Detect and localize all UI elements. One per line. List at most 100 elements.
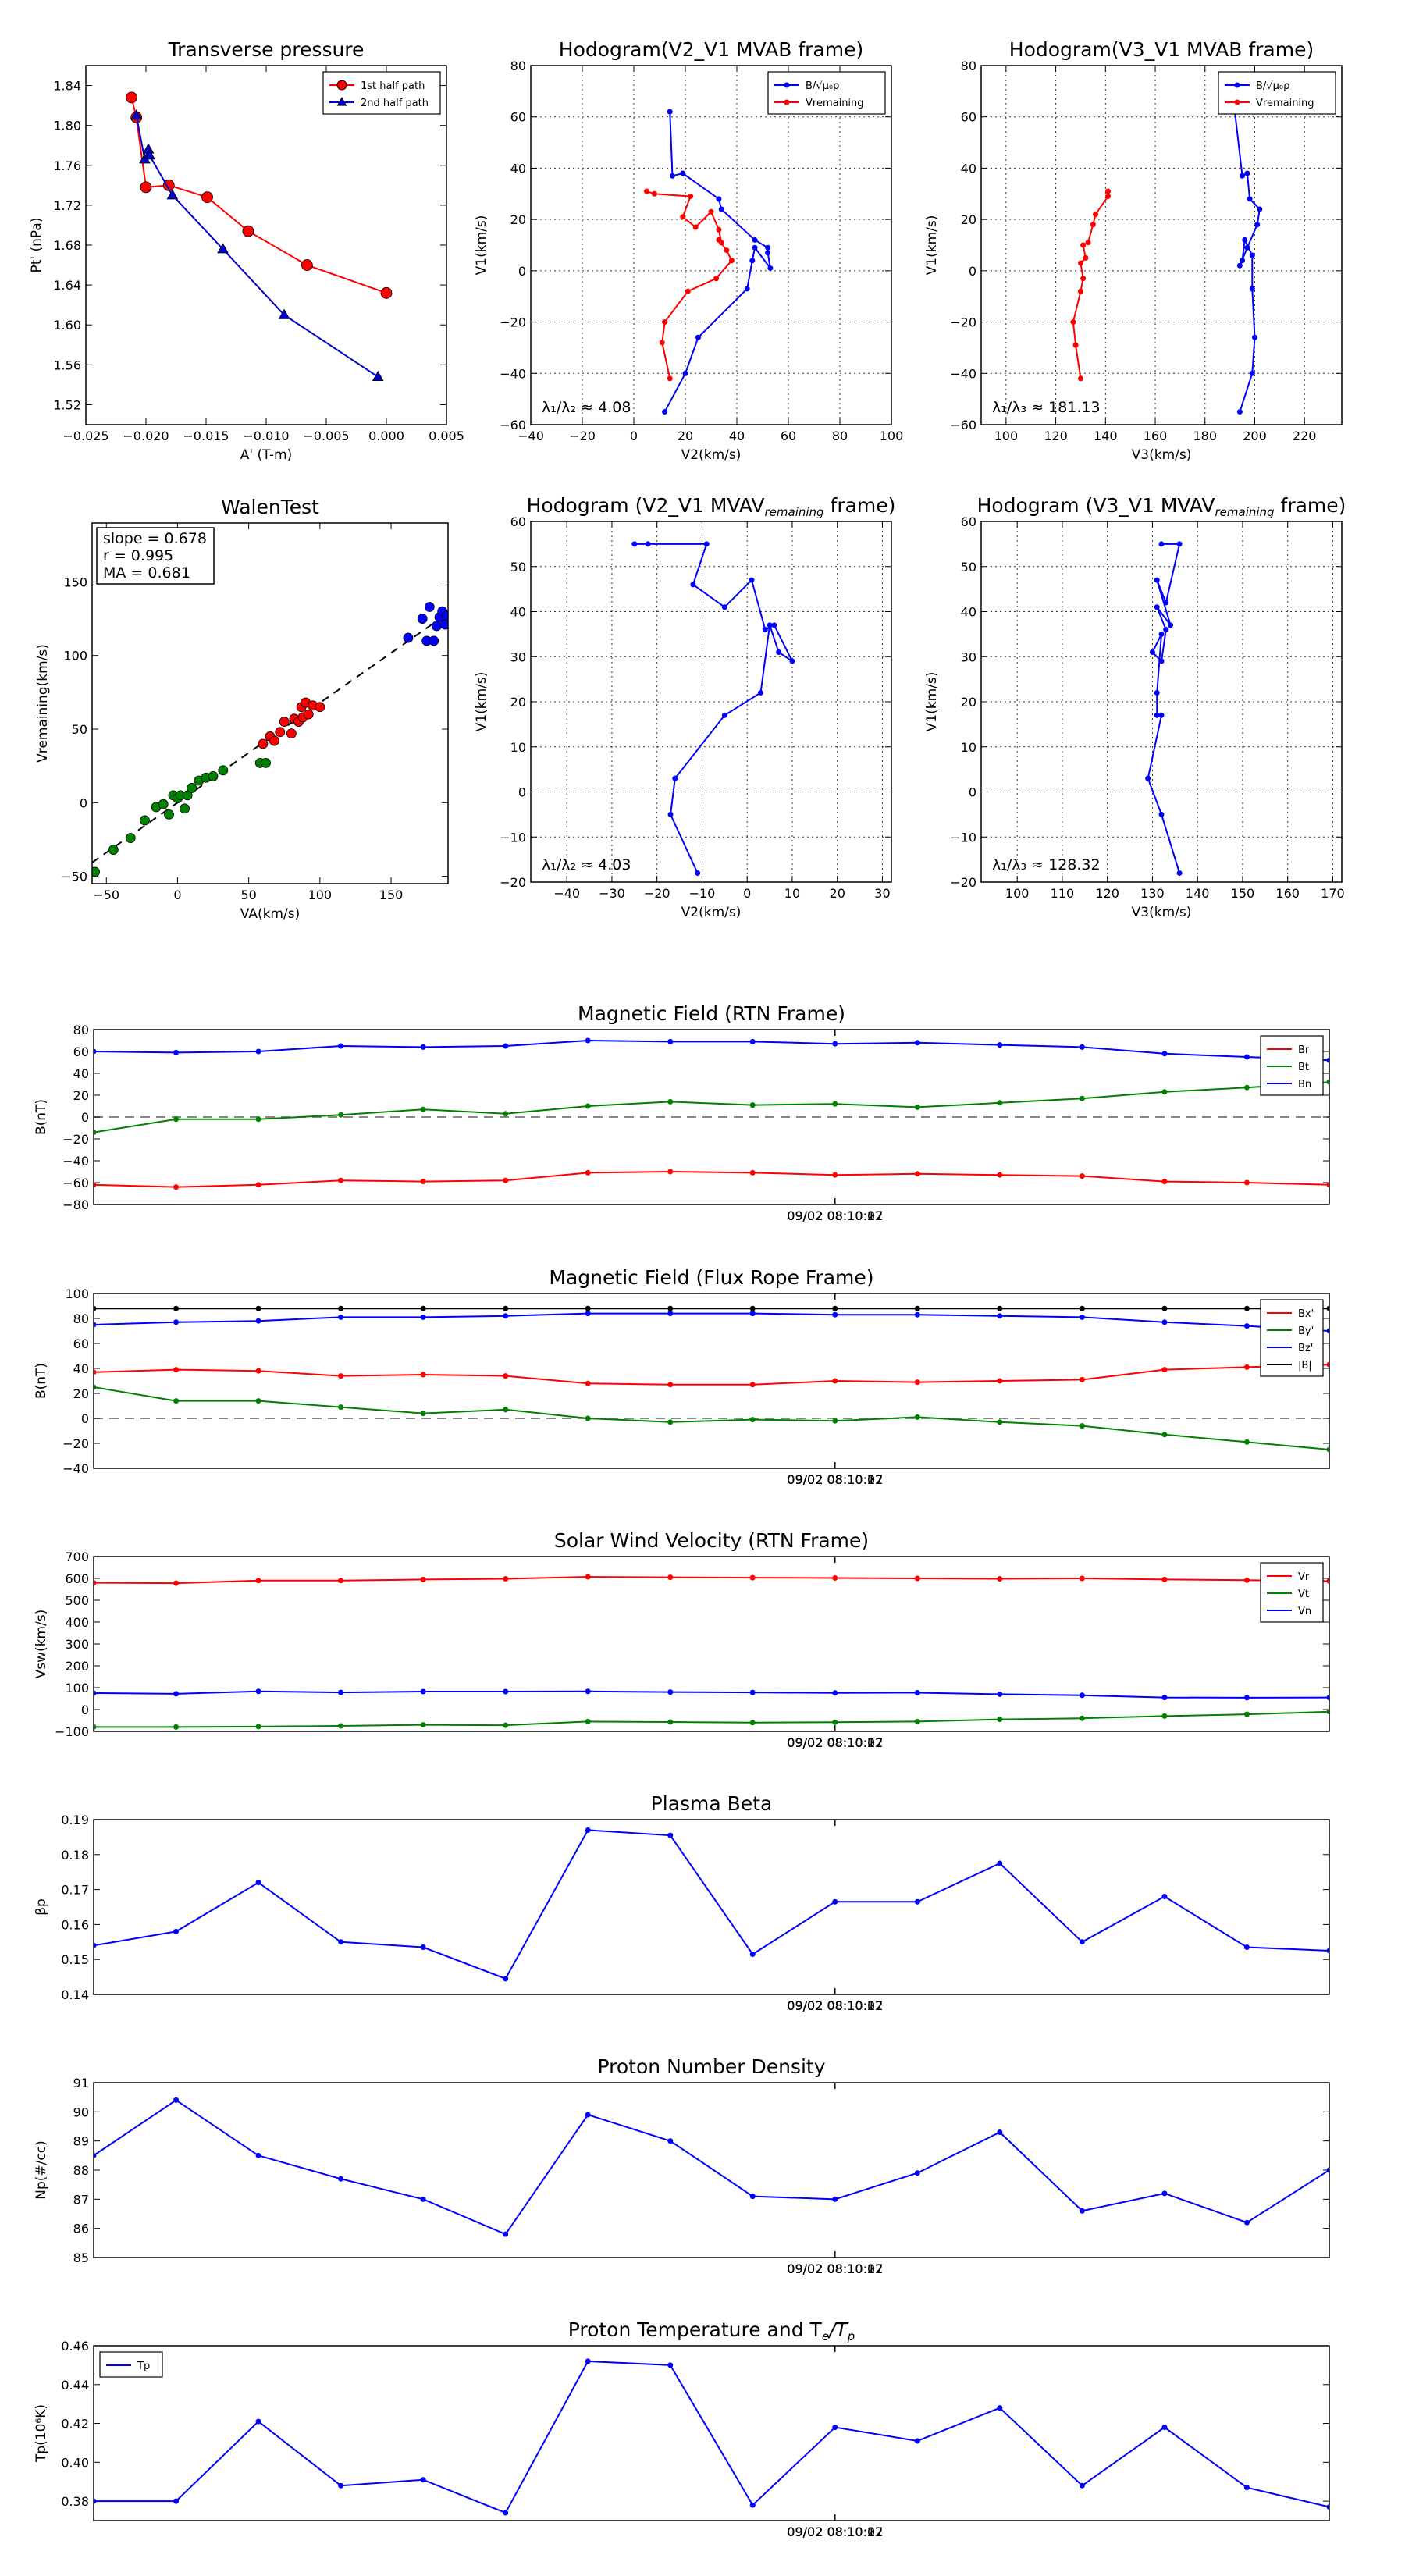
data-point [301, 259, 313, 271]
data-point [914, 1040, 920, 1046]
data-point [997, 1419, 1003, 1425]
data-point [832, 2425, 838, 2431]
legend-label: 2nd half path [361, 98, 429, 109]
data-point [1257, 206, 1263, 212]
x-tick-label: 09/02 08:10:07 [787, 2524, 883, 2539]
y-axis-label: Vremaining(km/s) [35, 644, 51, 763]
y-axis-label: B(nT) [34, 1363, 49, 1399]
data-point [1079, 1575, 1085, 1582]
data-point [1326, 1361, 1329, 1368]
y-tick-label: 0.19 [61, 1813, 89, 1827]
legend-marker [1234, 82, 1240, 88]
legend-label: By' [1298, 1325, 1314, 1337]
x-tick-label: 100 [880, 429, 904, 443]
data-point [182, 790, 193, 801]
data-point [724, 247, 730, 254]
data-point [173, 1691, 180, 1697]
data-point [662, 409, 668, 415]
data-point [1161, 1367, 1168, 1373]
data-point [338, 1404, 344, 1411]
data-point [94, 1048, 97, 1055]
y-tick-label: −60 [62, 1176, 89, 1190]
data-point [1161, 1432, 1168, 1438]
data-point [1079, 2208, 1085, 2214]
chart-title: Solar Wind Velocity (RTN Frame) [554, 1529, 869, 1552]
y-tick-label: −80 [62, 1197, 89, 1212]
y-tick-label: 400 [65, 1615, 89, 1630]
data-point [1104, 188, 1111, 194]
y-tick-label: 700 [65, 1550, 89, 1564]
chart-title-main: Hodogram (V3_V1 MVAV [977, 494, 1215, 517]
y-tick-label: −20 [950, 315, 976, 330]
data-point [503, 1373, 509, 1379]
x-tick-label: 09/02 08:10:22 [787, 1472, 883, 1487]
data-point [173, 1724, 180, 1730]
data-point [667, 375, 673, 382]
data-point [1161, 1179, 1168, 1185]
data-point [749, 1102, 756, 1108]
data-point [695, 334, 701, 340]
data-point [1243, 1323, 1250, 1329]
data-point [1326, 1057, 1329, 1063]
y-tick-label: 89 [73, 2134, 89, 2149]
data-point [1079, 1939, 1085, 1945]
data-point [749, 1382, 756, 1388]
data-point [1249, 286, 1255, 292]
x-tick-label: 09/02 08:10:17 [787, 1998, 883, 2013]
data-point [286, 728, 297, 739]
data-point [420, 1411, 426, 1417]
data-point [420, 1044, 426, 1050]
data-point [1154, 577, 1160, 583]
data-point [1154, 712, 1160, 718]
walen-stat-line: MA = 0.681 [103, 564, 190, 582]
y-tick-label: 0.44 [61, 2378, 89, 2393]
data-point [1243, 2485, 1250, 2491]
x-tick-label: 09/02 08:10:22 [787, 1998, 883, 2013]
data-point [1079, 1423, 1085, 1429]
data-point [645, 541, 651, 547]
x-tick-label: 09/02 08:10:17 [787, 1472, 883, 1487]
data-point [1242, 237, 1248, 243]
x-tick-label: 100 [994, 429, 1019, 443]
data-point [420, 1576, 426, 1582]
y-tick-label: 1.68 [53, 238, 81, 253]
y-tick-label: 100 [65, 1286, 89, 1301]
data-point [278, 308, 290, 319]
chart-title: Hodogram(V3_V1 MVAB frame) [1009, 38, 1314, 61]
data-point [914, 1311, 920, 1318]
x-tick-label: 180 [1193, 429, 1217, 443]
data-point [771, 622, 777, 628]
data-point [1158, 811, 1165, 817]
data-point [1158, 541, 1165, 547]
chart-title-main: Hodogram (V2_V1 MVAV [527, 494, 765, 517]
y-tick-label: 50 [72, 722, 87, 737]
x-tick-label: 40 [729, 429, 745, 443]
x-tick-label: 20 [678, 429, 693, 443]
data-point [338, 2176, 344, 2182]
data-point [208, 770, 219, 781]
walen-stat-line: r = 0.995 [103, 547, 173, 564]
y-tick-label: 20 [73, 1386, 89, 1401]
data-point [1251, 334, 1257, 340]
y-tick-label: 100 [65, 1681, 89, 1695]
data-point [832, 1041, 838, 1047]
data-point [503, 1111, 509, 1117]
y-tick-label: 30 [961, 649, 976, 664]
data-point [667, 1038, 674, 1044]
data-point [372, 370, 384, 381]
y-tick-label: 60 [961, 514, 976, 529]
data-point [1161, 2190, 1168, 2197]
data-point [749, 1305, 756, 1311]
data-point [173, 2097, 180, 2103]
x-tick-label: 120 [1095, 886, 1119, 901]
data-point [1161, 2425, 1168, 2431]
data-point [173, 1305, 180, 1311]
y-tick-label: 40 [961, 605, 976, 620]
data-point [1158, 658, 1165, 664]
x-tick-label: −40 [518, 429, 544, 443]
x-tick-label: 10 [784, 886, 800, 901]
plot-data [1070, 109, 1263, 415]
data-point [749, 258, 756, 264]
data-point [667, 1719, 674, 1725]
